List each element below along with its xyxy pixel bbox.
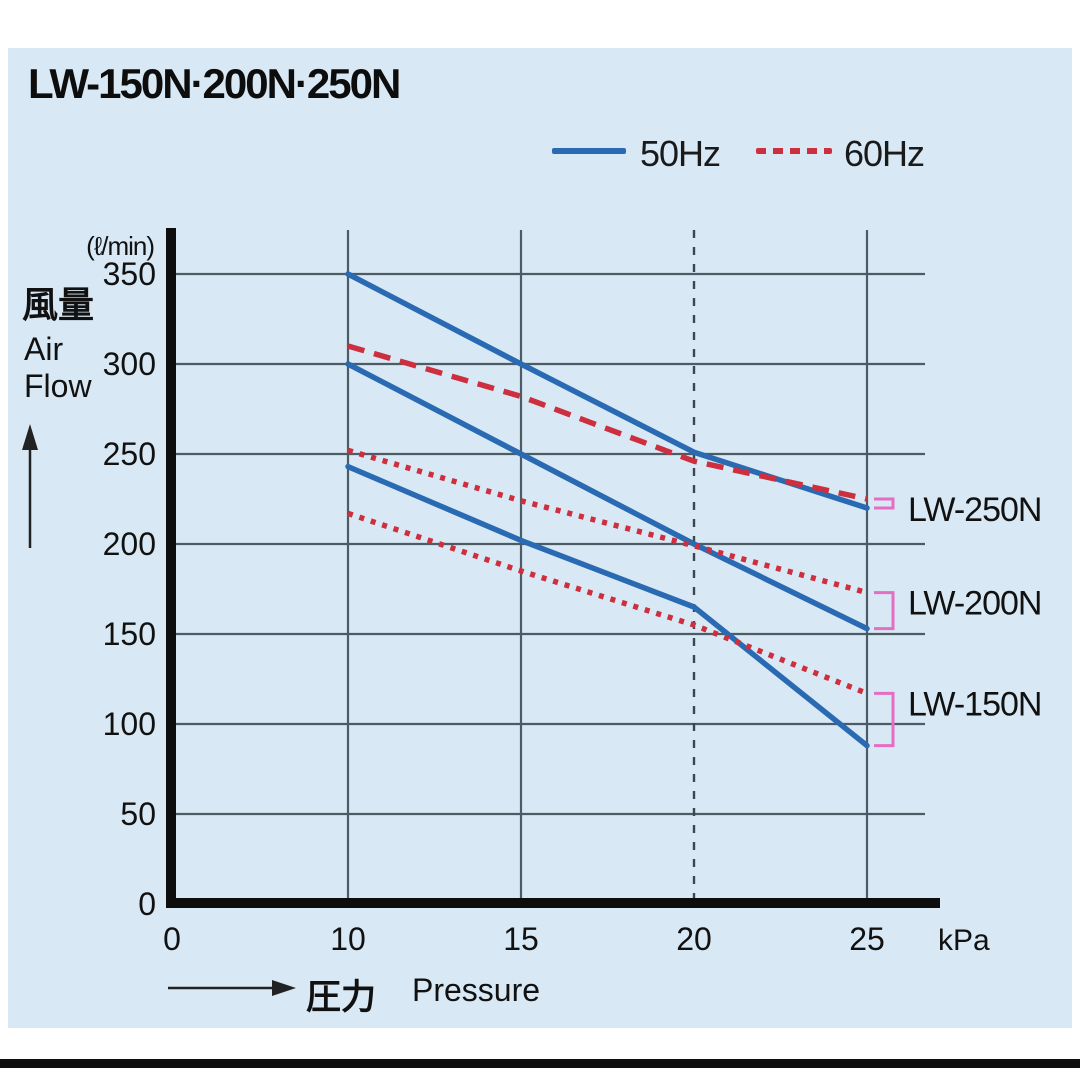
y-axis-line [166,228,176,908]
y-tick-label: 300 [103,346,156,382]
model-label-LW-150N: LW-150N [908,685,1041,723]
x-tick-label: 25 [849,921,885,957]
y-axis-unit: (ℓ/min) [86,231,155,261]
series-LW-150N-60Hz [347,510,869,696]
bracket-LW-200N [874,591,895,631]
x-tick-label: 15 [503,921,539,957]
y-tick-label: 200 [103,526,156,562]
model-label-LW-250N: LW-250N [908,491,1041,529]
bottom-border-bar [0,1059,1080,1068]
x-axis-title-en: Pressure [412,972,541,1008]
series-LW-200N-50Hz [345,361,870,632]
model-label-LW-200N: LW-200N [908,585,1041,623]
series-LW-150N-50Hz [345,463,870,749]
legend-60hz-label: 60Hz [844,133,925,174]
y-axis-title-en-line2: Flow [24,368,92,404]
page-title: LW-150N·200N·250N [28,60,401,107]
series-LW-250N-50Hz [345,271,870,511]
x-axis-line [166,898,940,908]
y-axis-title-jp: 風量 [22,284,95,325]
x-axis-title-jp: 圧力 [306,978,377,1017]
x-tick-label: 10 [330,921,366,957]
y-tick-label: 0 [138,886,156,922]
y-tick-label: 50 [120,796,156,832]
series-LW-200N-60Hz [347,447,868,596]
series-LW-250N-60Hz [347,343,868,502]
x-axis-unit: kPa [938,924,990,957]
y-tick-label: 150 [103,616,156,652]
legend-50hz-line-swatch [552,148,626,154]
bracket-LW-250N [874,497,895,510]
chart-panel [8,48,1072,1028]
y-tick-label: 100 [103,706,156,742]
bracket-LW-150N [874,691,895,748]
x-tick-label: 20 [676,921,712,957]
y-axis-title-en-line1: Air [24,331,64,367]
y-axis-arrow-head-icon [22,424,38,450]
x-axis-arrow-head-icon [272,980,296,996]
y-tick-label: 350 [103,256,156,292]
y-tick-label: 250 [103,436,156,472]
x-tick-label: 0 [163,921,181,957]
legend-50hz-label: 50Hz [640,133,721,174]
legend-60hz-line-swatch [756,148,832,154]
